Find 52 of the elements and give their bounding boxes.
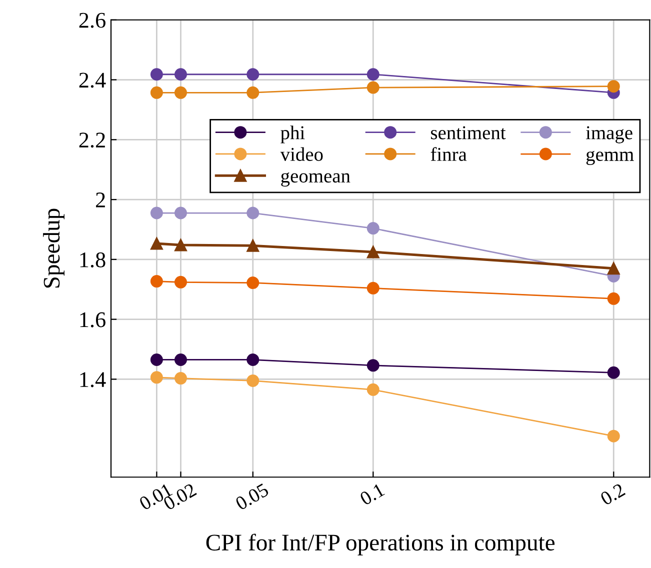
point — [366, 359, 380, 372]
x-tick-label: 0.05 — [234, 482, 270, 511]
point — [174, 68, 187, 81]
x-tick-label: 0.2 — [600, 483, 626, 506]
point — [174, 206, 187, 220]
y-tick-label: 2.6 — [79, 12, 106, 28]
point — [607, 292, 620, 305]
y-tick-label: 2.4 — [79, 72, 106, 88]
y-tick-label: 1.4 — [80, 372, 106, 388]
point — [366, 222, 380, 235]
point — [607, 262, 620, 275]
point — [607, 430, 620, 442]
point — [246, 374, 260, 387]
point — [174, 86, 187, 99]
point — [174, 353, 187, 366]
legend-label: image — [586, 126, 632, 144]
point — [150, 86, 163, 99]
point — [246, 86, 260, 99]
point — [174, 276, 187, 288]
legend-label: geomean — [281, 172, 350, 187]
point — [366, 246, 380, 258]
point — [366, 68, 380, 81]
point — [150, 371, 163, 384]
legend-label: sentiment — [431, 126, 506, 140]
x-tick-label: 0.1 — [359, 483, 386, 506]
legend-label: gemm — [586, 150, 634, 166]
point — [246, 276, 260, 290]
y-tick-label: 2.2 — [79, 132, 105, 148]
y-tick-label: 1.6 — [80, 312, 106, 328]
y-tick-label: 1.8 — [80, 252, 106, 268]
point — [607, 80, 620, 93]
point — [366, 383, 380, 396]
point — [607, 366, 620, 379]
legend-label: phi — [280, 126, 305, 144]
point — [150, 237, 163, 250]
point — [150, 275, 163, 288]
point — [246, 68, 260, 81]
point — [246, 206, 260, 220]
point — [246, 239, 260, 252]
point — [366, 282, 380, 294]
point — [366, 81, 380, 94]
point — [174, 372, 187, 385]
legend-label: video — [280, 147, 323, 161]
point — [150, 353, 163, 366]
y-axis-title: Speedup — [43, 208, 64, 288]
legend-label: finra — [430, 147, 467, 161]
point — [150, 68, 163, 81]
point — [246, 353, 260, 366]
point — [174, 238, 187, 252]
y-tick-label: 2 — [96, 192, 105, 208]
x-axis-title: CPI for Int/FP operations in compute — [206, 534, 555, 556]
point — [150, 206, 163, 220]
